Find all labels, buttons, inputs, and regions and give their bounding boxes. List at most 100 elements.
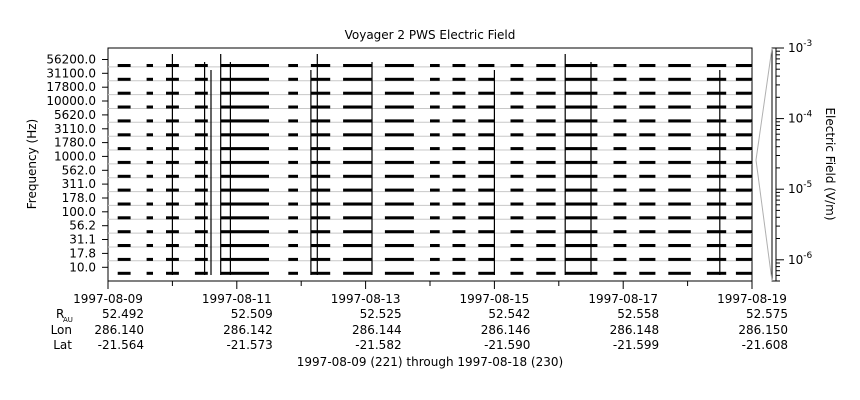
data-segment	[639, 147, 656, 151]
colorbar-box	[771, 47, 777, 282]
ephem-label-r-sub: AU	[63, 316, 73, 324]
data-segment	[288, 77, 298, 81]
data-segment	[430, 202, 440, 206]
data-segment	[452, 271, 466, 275]
data-segment	[565, 202, 598, 206]
ephem-r-value: 52.542	[488, 307, 530, 321]
ephem-lon-value: 286.148	[610, 323, 660, 337]
data-segment	[343, 64, 373, 67]
data-segment	[117, 202, 131, 206]
ephem-label-lon: Lon	[51, 323, 72, 337]
data-segment	[639, 64, 656, 67]
data-segment	[510, 119, 524, 123]
data-segment	[146, 244, 153, 247]
data-segment	[146, 77, 153, 81]
data-segment	[668, 133, 691, 137]
data-segment	[430, 119, 440, 123]
channel-label: 3110.0	[54, 122, 96, 136]
data-segment	[194, 188, 208, 192]
data-segment	[613, 119, 627, 123]
data-segment	[343, 77, 373, 81]
data-segment	[639, 77, 656, 81]
data-segment	[565, 160, 598, 164]
data-segment	[117, 133, 131, 137]
data-segment	[510, 174, 524, 178]
data-segment	[613, 257, 627, 261]
data-segment	[310, 91, 331, 95]
ephemeris-table: R AU Lon Lat 52.492 286.140-21.564 52.509 2…	[51, 307, 788, 352]
channel-label: 311.0	[62, 177, 96, 191]
data-segment	[220, 216, 269, 220]
data-segment	[288, 257, 298, 261]
data-segment	[194, 91, 208, 95]
data-segment	[343, 244, 373, 247]
data-segment	[735, 119, 752, 123]
data-segment	[735, 188, 752, 192]
data-segment	[478, 188, 495, 192]
data-segment	[384, 105, 414, 109]
data-segment	[478, 77, 495, 81]
data-segment	[613, 216, 627, 220]
channel-label: 178.0	[62, 191, 96, 205]
data-segment	[735, 91, 752, 95]
data-segment	[613, 147, 627, 151]
data-segment	[613, 77, 627, 81]
data-segment	[343, 216, 373, 220]
data-segment	[430, 244, 440, 247]
channel-label: 31100.0	[46, 66, 96, 80]
data-segment	[706, 244, 727, 247]
data-segment	[310, 202, 331, 206]
data-segment	[146, 257, 153, 261]
data-segment	[310, 64, 331, 67]
data-segment	[146, 105, 153, 109]
data-segment	[639, 105, 656, 109]
data-segment	[220, 147, 269, 151]
data-segment	[146, 202, 153, 206]
ephem-r-value: 52.575	[746, 307, 788, 321]
data-segment	[536, 188, 556, 192]
ephem-r-value: 52.492	[102, 307, 144, 321]
colorbar-tick-label: 10-3	[788, 39, 812, 55]
data-segment	[194, 271, 208, 275]
data-segment	[117, 230, 131, 234]
data-segment	[510, 160, 524, 164]
data-segment	[478, 244, 495, 247]
data-segment	[117, 91, 131, 95]
data-segment	[565, 77, 598, 81]
x-tick-label: 1997-08-19	[717, 292, 787, 306]
data-segment	[384, 77, 414, 81]
data-segment	[510, 202, 524, 206]
data-segment	[668, 257, 691, 261]
data-segment	[430, 271, 440, 275]
data-segment	[478, 91, 495, 95]
data-segment	[510, 105, 524, 109]
data-segment	[117, 119, 131, 123]
data-segment	[706, 257, 727, 261]
data-segment	[430, 216, 440, 220]
data-segment	[220, 119, 269, 123]
data-segment	[510, 147, 524, 151]
data-segment	[220, 77, 269, 81]
data-segment	[220, 271, 269, 275]
data-segment	[478, 257, 495, 261]
data-segment	[146, 91, 153, 95]
data-segment	[706, 77, 727, 81]
data-segment	[668, 202, 691, 206]
data-segment	[384, 216, 414, 220]
data-segment	[639, 244, 656, 247]
channel-label: 100.0	[62, 205, 96, 219]
colorbar-ticks: 10-3 10-4 10-5 10-6	[776, 39, 813, 282]
data-segment	[536, 202, 556, 206]
data-segment	[478, 202, 495, 206]
data-segment	[384, 202, 414, 206]
data-segment	[310, 160, 331, 164]
data-segment	[565, 257, 598, 261]
data-segment	[343, 147, 373, 151]
data-segment	[146, 174, 153, 178]
data-segment	[220, 91, 269, 95]
channel-label: 10.0	[69, 260, 96, 274]
data-segment	[510, 77, 524, 81]
data-segment	[288, 119, 298, 123]
data-segment	[478, 147, 495, 151]
